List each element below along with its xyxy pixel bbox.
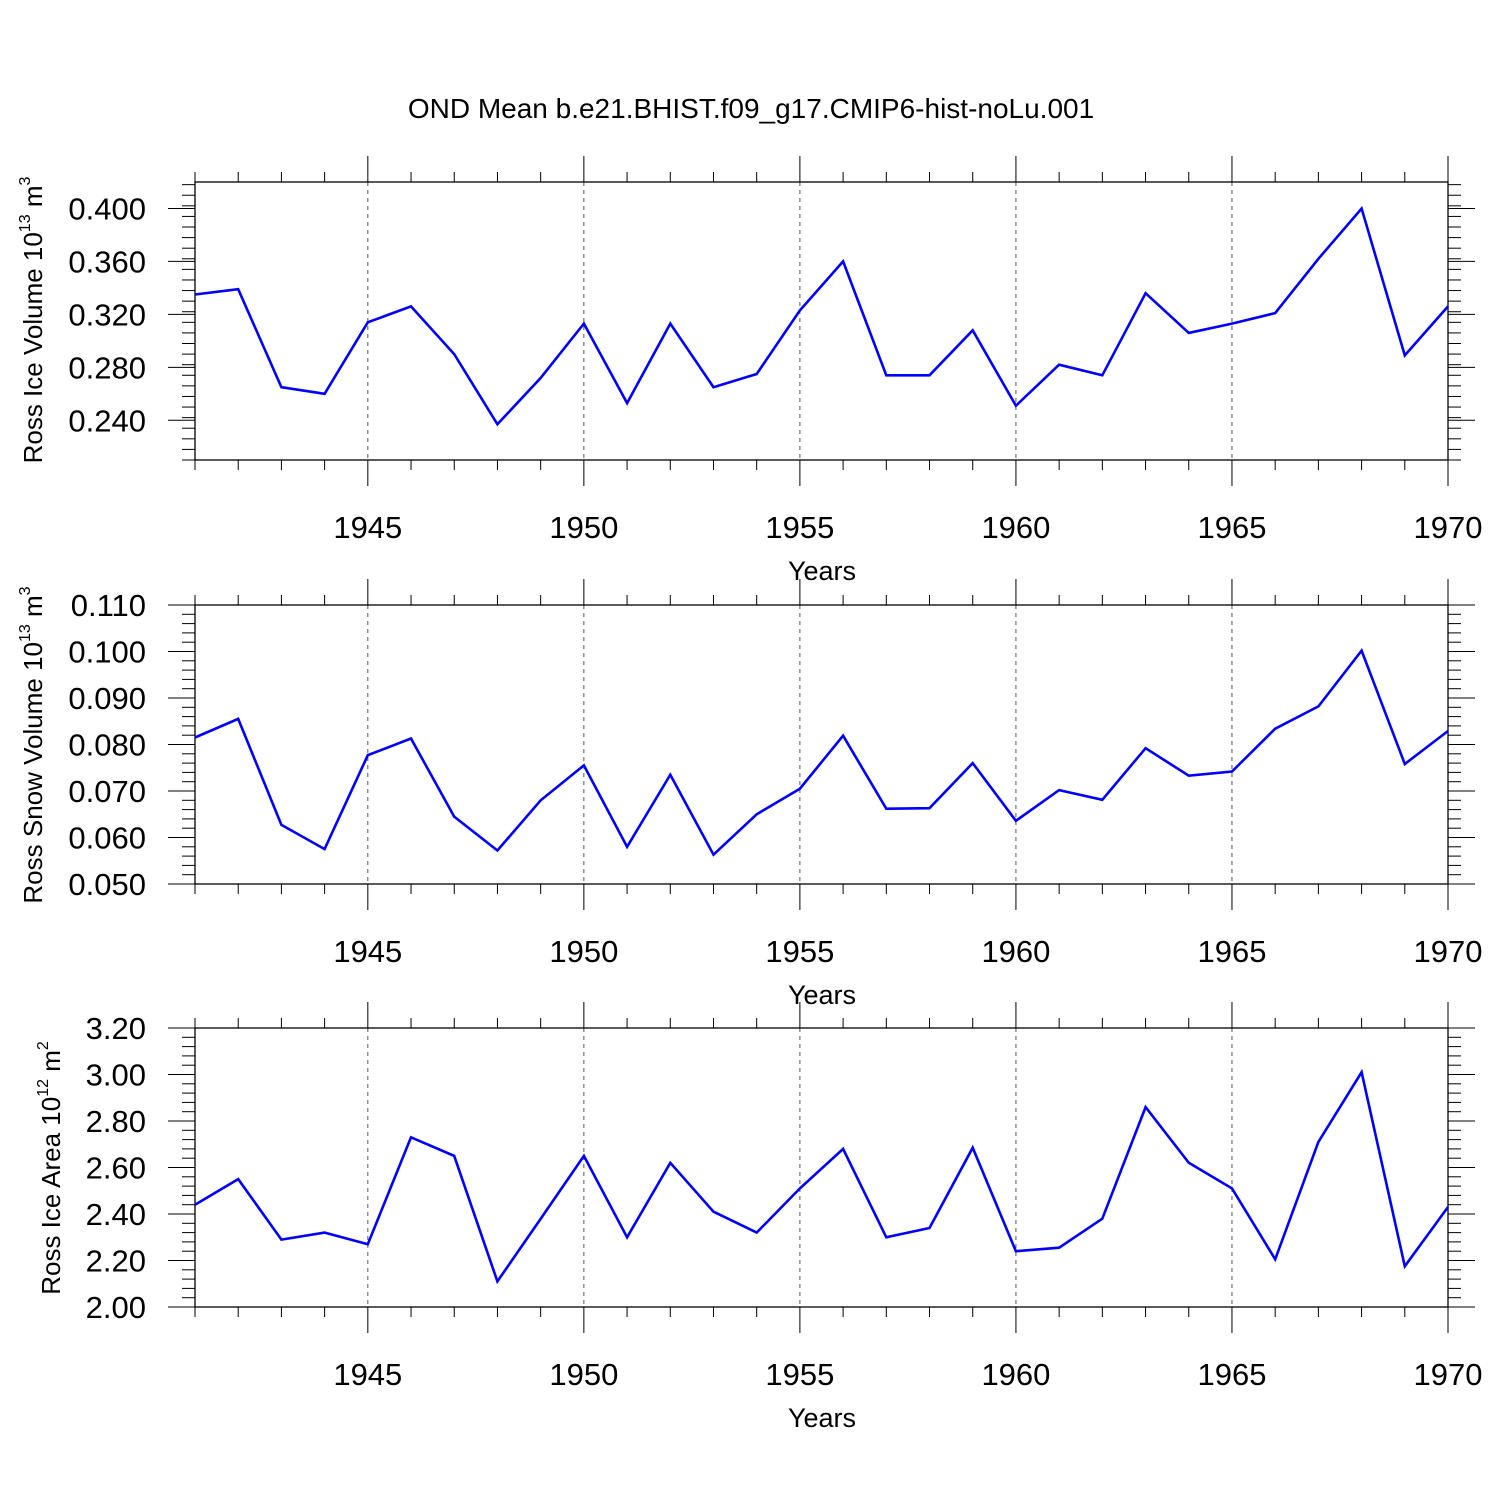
panel-1: 0.240 0.280 0.320 0.360 0.400 1945 1950 1955 196… [17, 156, 1482, 586]
y-tick-label: 0.360 [68, 244, 146, 279]
series-line [194, 205, 1449, 427]
plot-frame [194, 1027, 1449, 1308]
y-tick-label: 2.20 [86, 1244, 146, 1279]
y-axis-label: Ross Snow Volume 1013 m3 [17, 586, 48, 903]
x-tick-label: 1955 [765, 1357, 834, 1392]
x-axis-label: Years [788, 980, 856, 1010]
x-tick-label: 1955 [765, 510, 834, 545]
x-tick-label: 1955 [765, 934, 834, 969]
plot-frame [194, 181, 1449, 461]
x-tick-label: 1965 [1197, 934, 1266, 969]
y-tick-label: 0.240 [68, 403, 146, 438]
x-tick-label: 1945 [333, 934, 402, 969]
y-tick-label: 0.280 [68, 350, 146, 385]
x-tick-label: 1950 [549, 1357, 618, 1392]
y-tick-label: 0.320 [68, 297, 146, 332]
panel-3: 2.00 2.20 2.40 2.60 2.80 3.00 3.20 1945 1950 1955… [35, 1002, 1482, 1433]
x-tick-label: 1945 [333, 510, 402, 545]
x-tick-label: 1970 [1414, 934, 1483, 969]
x-tick-label: 1950 [549, 934, 618, 969]
x-tick-label: 1960 [981, 934, 1050, 969]
y-tick-label: 0.070 [68, 774, 146, 809]
y-tick-label: 0.100 [68, 635, 146, 670]
y-axis-label: Ross Ice Area 1012 m2 [35, 1041, 66, 1295]
y-tick-label: 0.050 [68, 867, 146, 902]
x-tick-label: 1950 [549, 510, 618, 545]
y-tick-label: 0.060 [68, 821, 146, 856]
x-tick-label: 1970 [1414, 510, 1483, 545]
panels: 0.240 0.280 0.320 0.360 0.400 1945 1950 1955 196… [17, 156, 1482, 1433]
series-line [194, 647, 1449, 857]
figure-title: OND Mean b.e21.BHIST.f09_g17.CMIP6-hist-… [408, 93, 1094, 124]
y-tick-label: 2.60 [86, 1151, 146, 1186]
y-tick-label: 2.80 [86, 1104, 146, 1139]
series-line [194, 1068, 1450, 1285]
x-tick-label: 1960 [981, 1357, 1050, 1392]
y-tick-label: 0.110 [71, 588, 146, 623]
y-tick-label: 2.00 [86, 1290, 146, 1325]
y-tick-label: 0.080 [68, 728, 146, 763]
y-axis-label: Ross Ice Volume 1013 m3 [17, 176, 48, 463]
plot-frame [194, 604, 1449, 885]
panel-2: 0.050 0.060 0.070 0.080 0.090 0.100 0.110 1945 1… [17, 579, 1482, 1010]
x-axis-label: Years [788, 556, 856, 586]
x-axis-label: Years [788, 1403, 856, 1433]
y-tick-label: 3.00 [86, 1058, 146, 1093]
y-tick-label: 0.090 [68, 681, 146, 716]
x-tick-label: 1965 [1197, 1357, 1266, 1392]
x-tick-label: 1945 [333, 1357, 402, 1392]
y-tick-label: 2.40 [86, 1197, 146, 1232]
x-tick-label: 1965 [1197, 510, 1266, 545]
x-tick-label: 1970 [1414, 1357, 1483, 1392]
y-tick-label: 0.400 [68, 191, 146, 226]
y-tick-label: 3.20 [86, 1011, 146, 1046]
x-tick-label: 1960 [981, 510, 1050, 545]
